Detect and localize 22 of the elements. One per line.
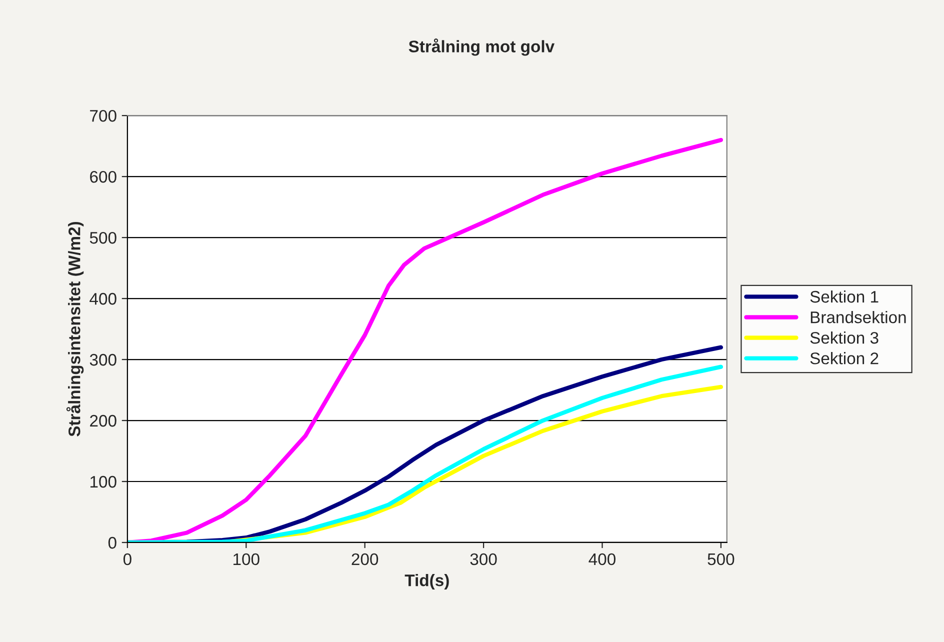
x-tick-label: 100 [234, 553, 260, 566]
y-tick-label: 600 [90, 170, 116, 183]
line-series [127, 138, 724, 542]
legend-label: Sektion 3 [810, 332, 878, 344]
legend-label: Sektion 1 [810, 290, 878, 303]
x-tick-label: 0 [123, 553, 132, 566]
x-tick-label: 300 [470, 553, 497, 566]
y-tick-label: 700 [90, 110, 116, 122]
y-tick-label: 100 [90, 476, 116, 488]
y-tick-label: 300 [90, 354, 116, 366]
y-axis-title: Strålningsintensitet (W/m2) [66, 222, 84, 436]
x-axis-title: Tid(s) [404, 574, 449, 590]
chart-title: Strålning mot golv [408, 38, 555, 56]
x-tick-label: 200 [352, 553, 378, 566]
legend-label: Sektion 2 [810, 352, 878, 364]
legend-label: Brandsektion [810, 310, 906, 324]
y-tick-label: 0 [108, 536, 116, 549]
y-tick-label: 200 [90, 414, 116, 427]
y-tick-label: 500 [90, 232, 116, 244]
x-tick-label: 500 [708, 553, 734, 566]
x-tick-label: 400 [588, 553, 616, 566]
y-tick-label: 400 [90, 292, 116, 305]
